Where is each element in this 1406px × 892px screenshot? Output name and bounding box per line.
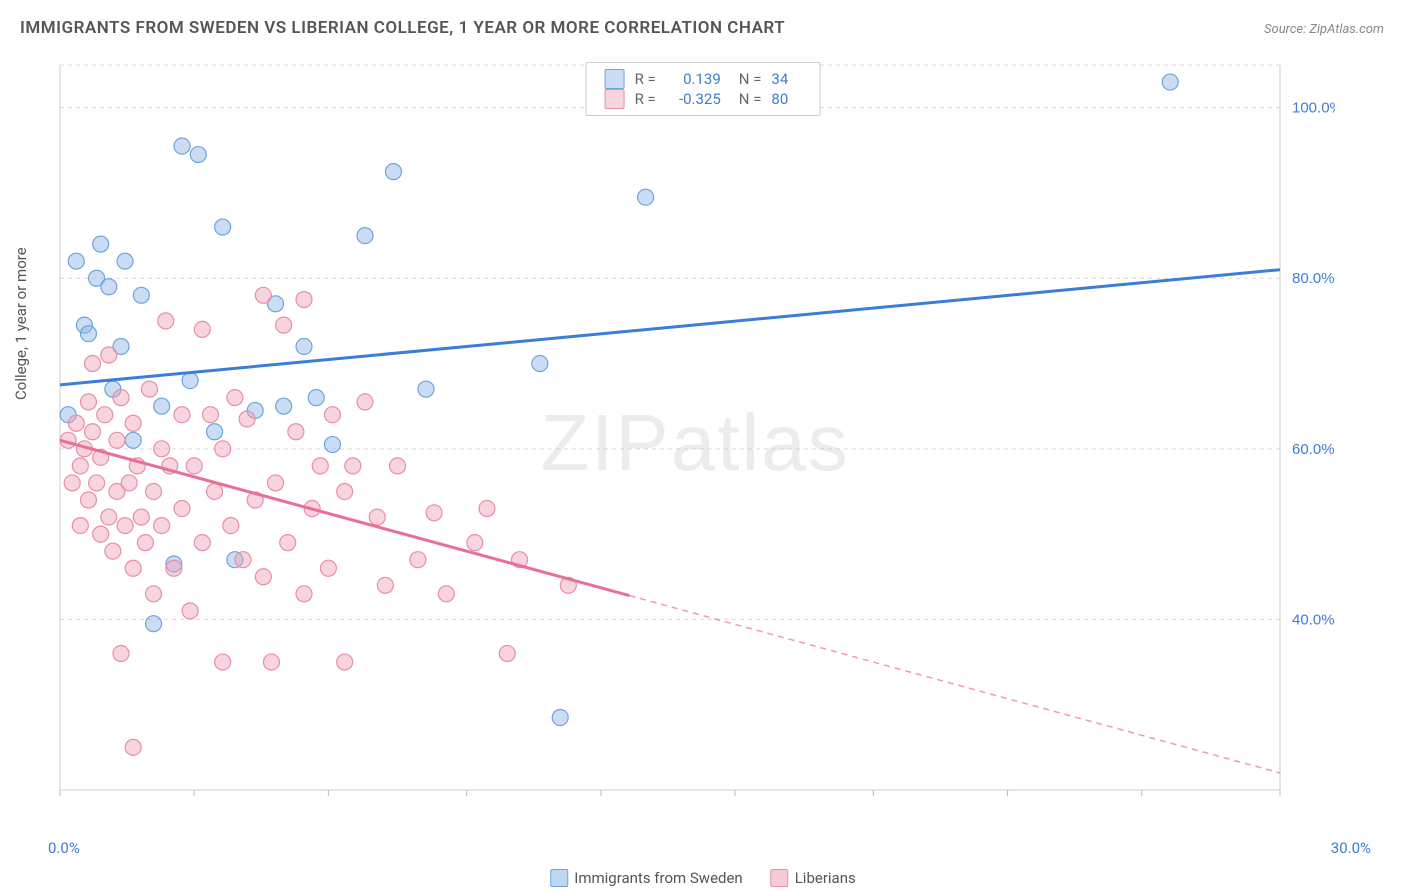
legend-item-liberians: Liberians [771,869,856,887]
swatch-sweden [605,69,625,89]
r-value-liberians: -0.325 [666,90,721,108]
legend-label-liberians: Liberians [795,869,856,887]
swatch-liberians [605,89,625,109]
legend-swatch-liberians [771,869,789,887]
correlation-stats-box: R = 0.139 N = 34 R = -0.325 N = 80 [586,62,821,116]
source-attribution: Source: ZipAtlas.com [1264,22,1384,37]
legend-swatch-sweden [550,869,568,887]
n-label: N = [739,70,762,88]
legend-item-sweden: Immigrants from Sweden [550,869,742,887]
svg-text:60.0%: 60.0% [1292,441,1335,458]
svg-text:40.0%: 40.0% [1292,611,1335,628]
r-value-sweden: 0.139 [666,70,721,88]
r-label: R = [635,90,656,108]
n-value-liberians: 80 [771,90,801,108]
svg-text:100.0%: 100.0% [1292,100,1335,117]
svg-text:80.0%: 80.0% [1292,270,1335,287]
n-label: N = [739,90,762,108]
r-label: R = [635,70,656,88]
stats-row-sweden: R = 0.139 N = 34 [605,69,802,89]
y-axis-label: College, 1 year or more [12,247,30,400]
x-axis-legend: Immigrants from Sweden Liberians [550,869,856,887]
legend-label-sweden: Immigrants from Sweden [574,869,742,887]
x-tick-min: 0.0% [48,839,80,857]
chart-plot-area: 40.0%60.0%80.0%100.0% ZIPatlas [55,60,1335,825]
chart-title: IMMIGRANTS FROM SWEDEN VS LIBERIAN COLLE… [20,18,785,38]
x-tick-max: 30.0% [1331,839,1371,857]
n-value-sweden: 34 [771,70,801,88]
stats-row-liberians: R = -0.325 N = 80 [605,89,802,109]
scatter-chart-svg: 40.0% 60.0% 80.0% 100.0% [55,60,1335,825]
